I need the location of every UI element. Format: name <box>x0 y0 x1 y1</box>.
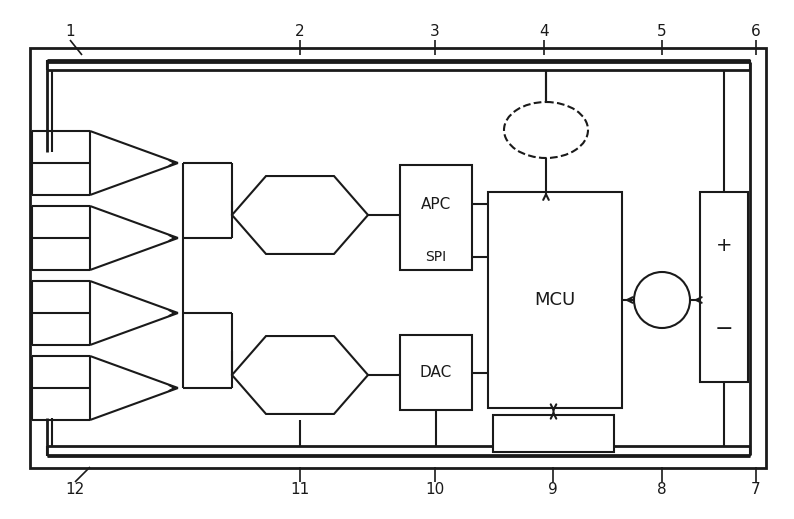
Text: DAC: DAC <box>420 365 452 380</box>
Text: 9: 9 <box>548 483 558 498</box>
Text: 1: 1 <box>65 24 75 39</box>
Text: 10: 10 <box>426 483 445 498</box>
Bar <box>700 192 748 382</box>
Text: 11: 11 <box>291 483 310 498</box>
Polygon shape <box>232 176 368 254</box>
Circle shape <box>634 272 690 328</box>
Bar <box>488 192 622 408</box>
Text: MCU: MCU <box>534 291 576 309</box>
Text: 5: 5 <box>657 24 667 39</box>
Text: +: + <box>715 236 732 255</box>
Text: 4: 4 <box>539 24 549 39</box>
Text: 8: 8 <box>657 483 667 498</box>
Text: 12: 12 <box>65 483 85 498</box>
Bar <box>400 335 472 410</box>
Text: −: − <box>715 319 734 339</box>
Bar <box>493 415 614 452</box>
Bar <box>30 48 766 468</box>
Text: SPI: SPI <box>426 250 446 264</box>
Text: 2: 2 <box>295 24 305 39</box>
Ellipse shape <box>504 102 588 158</box>
Text: 6: 6 <box>751 24 761 39</box>
Polygon shape <box>232 336 368 414</box>
Text: 3: 3 <box>430 24 440 39</box>
Bar <box>400 165 472 270</box>
Text: 7: 7 <box>751 483 761 498</box>
Text: APC: APC <box>421 197 451 212</box>
